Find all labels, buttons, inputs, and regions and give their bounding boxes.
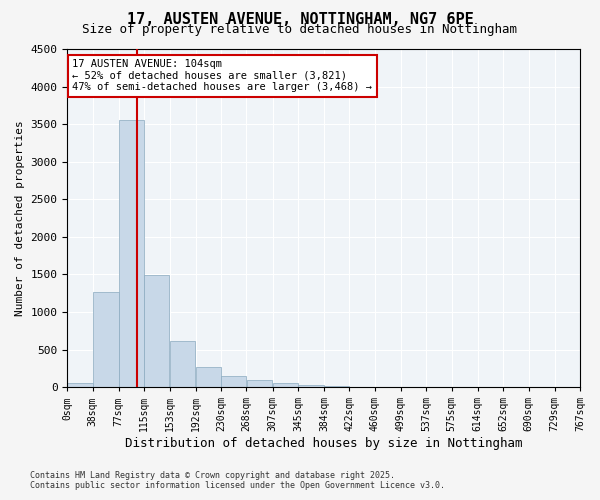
Bar [119,120,144,387]
Bar [196,367,221,387]
Bar [272,383,298,387]
Bar [247,380,272,387]
Bar [93,292,119,387]
Text: 17 AUSTEN AVENUE: 104sqm
← 52% of detached houses are smaller (3,821)
47% of sem: 17 AUSTEN AVENUE: 104sqm ← 52% of detach… [73,59,373,92]
Bar [350,386,374,387]
Y-axis label: Number of detached properties: Number of detached properties [15,120,25,316]
X-axis label: Distribution of detached houses by size in Nottingham: Distribution of detached houses by size … [125,437,523,450]
Text: Contains HM Land Registry data © Crown copyright and database right 2025.
Contai: Contains HM Land Registry data © Crown c… [30,470,445,490]
Text: Size of property relative to detached houses in Nottingham: Size of property relative to detached ho… [83,22,517,36]
Text: 17, AUSTEN AVENUE, NOTTINGHAM, NG7 6PE: 17, AUSTEN AVENUE, NOTTINGHAM, NG7 6PE [127,12,473,28]
Bar [221,376,246,387]
Bar [170,340,196,387]
Bar [324,386,349,387]
Bar [298,384,324,387]
Bar [67,384,92,387]
Bar [145,275,169,387]
